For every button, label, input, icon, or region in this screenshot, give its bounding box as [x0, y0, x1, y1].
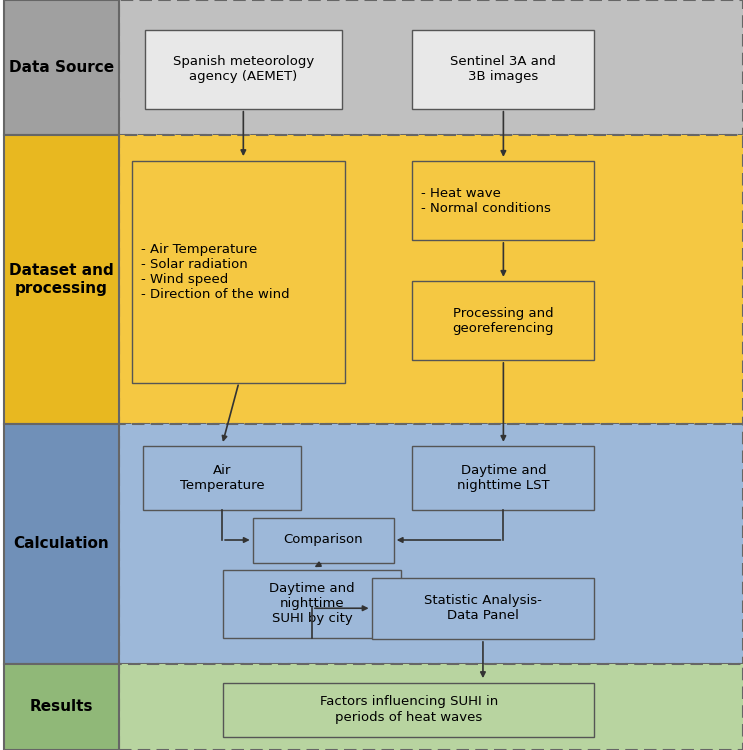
Bar — [119, 424, 743, 664]
Bar — [223, 682, 594, 736]
Bar — [412, 446, 594, 510]
Text: Daytime and
nighttime
SUHI by city: Daytime and nighttime SUHI by city — [269, 582, 355, 626]
Bar — [4, 0, 119, 135]
Bar — [253, 518, 394, 562]
Bar — [119, 135, 743, 424]
Text: Statistic Analysis-
Data Panel: Statistic Analysis- Data Panel — [424, 594, 542, 622]
Text: Factors influencing SUHI in
periods of heat waves: Factors influencing SUHI in periods of h… — [319, 695, 498, 724]
Text: Comparison: Comparison — [283, 533, 363, 547]
Text: - Air Temperature
- Solar radiation
- Wind speed
- Direction of the wind: - Air Temperature - Solar radiation - Wi… — [141, 243, 290, 301]
Text: Results: Results — [30, 699, 93, 714]
Bar — [4, 664, 119, 750]
Bar — [4, 424, 119, 664]
Bar — [145, 30, 342, 109]
Text: Processing and
georeferencing: Processing and georeferencing — [452, 307, 554, 334]
Text: Data Source: Data Source — [9, 60, 114, 75]
Text: Daytime and
nighttime LST: Daytime and nighttime LST — [457, 464, 550, 492]
Text: Air
Temperature: Air Temperature — [180, 464, 265, 492]
Bar — [143, 446, 301, 510]
Bar — [119, 0, 743, 135]
Bar — [372, 578, 594, 639]
Text: Sentinel 3A and
3B images: Sentinel 3A and 3B images — [450, 56, 557, 83]
Text: - Heat wave
- Normal conditions: - Heat wave - Normal conditions — [421, 187, 551, 214]
Bar — [119, 664, 743, 750]
Bar — [132, 161, 345, 382]
Bar — [412, 30, 594, 109]
Text: Calculation: Calculation — [13, 536, 109, 551]
Bar — [4, 135, 119, 424]
Bar — [412, 161, 594, 240]
Bar — [412, 281, 594, 360]
Text: Dataset and
processing: Dataset and processing — [9, 263, 114, 296]
Text: Spanish meteorology
agency (AEMET): Spanish meteorology agency (AEMET) — [172, 56, 314, 83]
Bar — [223, 570, 401, 638]
